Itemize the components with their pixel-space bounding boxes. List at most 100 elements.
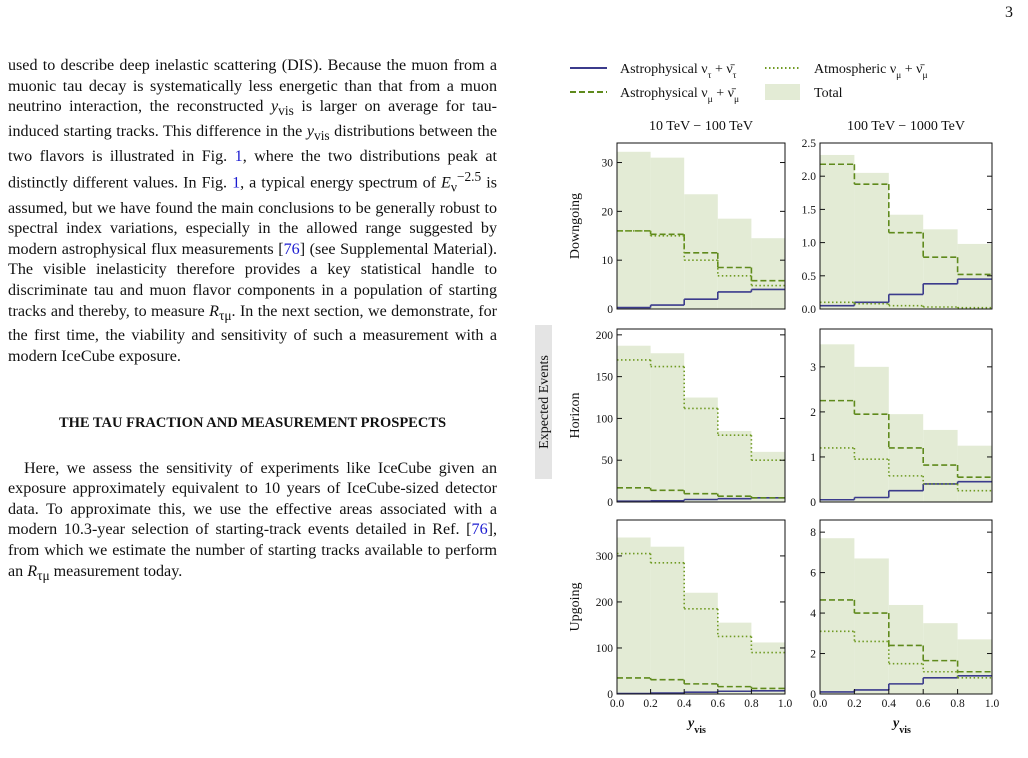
- section-heading: THE TAU FRACTION AND MEASUREMENT PROSPEC…: [58, 414, 447, 431]
- y-tick-label: 200: [596, 330, 614, 342]
- y-tick-label: 200: [596, 597, 614, 609]
- text-part: + ν̄: [901, 62, 925, 77]
- hist-bar: [684, 397, 718, 502]
- axes-frame: [819, 142, 993, 310]
- y-tick-label: 0: [607, 689, 613, 701]
- y-tick-label: 0.5: [802, 271, 817, 283]
- math: R: [27, 562, 38, 580]
- text: Here, we assess the sensitivity of exper…: [8, 459, 497, 539]
- link[interactable]: 1: [232, 174, 241, 192]
- text-part: Total: [814, 86, 843, 101]
- text: is larger on average for tau-induced sta…: [8, 98, 497, 140]
- hist-bar: [717, 218, 752, 309]
- x-tick-label: 0.4: [677, 698, 692, 710]
- hist-bar: [923, 623, 958, 694]
- y-axis-label: Expected Events: [537, 355, 552, 449]
- x-tick-label: 0.8: [744, 698, 759, 710]
- y-tick-label: 0: [607, 497, 613, 509]
- hist-bar: [854, 558, 889, 694]
- hist-bar: [888, 214, 924, 309]
- text: distributions between the two flavors is…: [8, 123, 497, 165]
- text: used to describe deep inelastic scatteri…: [8, 57, 497, 116]
- hist-bar: [923, 429, 958, 502]
- link[interactable]: 76: [283, 240, 300, 258]
- hist-bar: [650, 546, 685, 694]
- text-part: τ: [733, 71, 737, 81]
- math: vis: [313, 128, 330, 144]
- hist-bar: [717, 622, 752, 694]
- hist-bar: [751, 451, 785, 502]
- y-tick-label: 0: [810, 497, 816, 509]
- link[interactable]: 1: [234, 147, 243, 165]
- x-tick-label: 0.8: [950, 698, 965, 710]
- y-tick-label: 3: [810, 362, 816, 374]
- y-tick-label: 0: [810, 689, 816, 701]
- x-tick-label: 0.0: [813, 698, 828, 710]
- row-label: Horizon: [568, 393, 583, 439]
- paragraph: Here, we assess the sensitivity of exper…: [8, 459, 497, 587]
- hist-bar: [617, 537, 651, 694]
- text: , a typical energy spectrum of: [240, 174, 442, 192]
- axes-frame: [616, 519, 786, 695]
- text-part: μ: [708, 95, 713, 105]
- text-part: + ν̄: [711, 62, 735, 77]
- y-tick-label: 1.0: [802, 238, 817, 250]
- x-tick-label: 0.2: [847, 698, 862, 710]
- column-title: 10 TeV − 100 TeV: [649, 119, 753, 134]
- y-tick-label: 8: [810, 527, 816, 539]
- text-part: τ: [708, 71, 712, 81]
- hist-bar: [820, 538, 855, 694]
- hist-bar: [854, 366, 889, 502]
- row-label: Upgoing: [568, 583, 583, 632]
- legend-label: Astrophysical νμ + ν̄μ: [620, 86, 739, 105]
- text-part: + ν̄: [713, 86, 737, 101]
- math: ν: [450, 179, 457, 195]
- legend-label: Atmospheric νμ + ν̄μ: [814, 62, 928, 81]
- axes-frame: [616, 328, 786, 503]
- link[interactable]: 76: [471, 521, 488, 539]
- x-tick-label: 0.2: [643, 698, 658, 710]
- y-tick-label: 2.5: [802, 138, 817, 150]
- x-tick-label: 0.6: [916, 698, 931, 710]
- x-tick-label: 0.4: [882, 698, 897, 710]
- text-part: y: [891, 716, 900, 731]
- y-tick-label: 100: [596, 413, 614, 425]
- math: E: [441, 174, 451, 192]
- legend-label: Astrophysical ντ + ν̄τ: [620, 62, 737, 81]
- y-tick-label: 20: [602, 206, 614, 218]
- y-tick-label: 150: [596, 372, 614, 384]
- y-tick-label: 1: [810, 452, 816, 464]
- y-tick-label: 1.5: [802, 204, 817, 216]
- hist-bar: [717, 430, 752, 502]
- y-tick-label: 30: [602, 158, 614, 170]
- legend-swatch: [765, 84, 800, 100]
- row-label: Downgoing: [568, 193, 583, 259]
- y-tick-label: 4: [810, 608, 816, 620]
- math: y: [306, 123, 314, 140]
- hist-bar: [854, 172, 889, 309]
- hist-bar: [650, 157, 685, 309]
- axes-frame: [616, 142, 786, 310]
- paragraph: used to describe deep inelastic scatteri…: [8, 56, 497, 368]
- ylabel-box: [535, 325, 552, 479]
- y-tick-label: 10: [602, 255, 614, 267]
- math: y: [271, 98, 279, 116]
- hist-bar: [684, 194, 718, 309]
- text: measurement today.: [49, 562, 183, 580]
- column-title: 100 TeV − 1000 TeV: [847, 119, 965, 134]
- y-tick-label: 50: [602, 455, 614, 467]
- hist-bar: [617, 345, 651, 502]
- text: , where the two distributions peak at di…: [8, 147, 497, 192]
- math: τμ: [218, 307, 232, 323]
- text-part: μ: [922, 71, 927, 81]
- text: ], from which we estimate the number of …: [8, 521, 497, 580]
- legend-label: Total: [814, 86, 843, 101]
- body-text: used to describe deep inelastic scatteri…: [8, 56, 497, 586]
- hist-bar: [957, 243, 992, 309]
- x-tick-label: 1.0: [985, 698, 1000, 710]
- y-tick-label: 100: [596, 643, 614, 655]
- math: R: [209, 302, 219, 320]
- text-part: vis: [694, 725, 706, 736]
- hist-bar: [888, 414, 924, 502]
